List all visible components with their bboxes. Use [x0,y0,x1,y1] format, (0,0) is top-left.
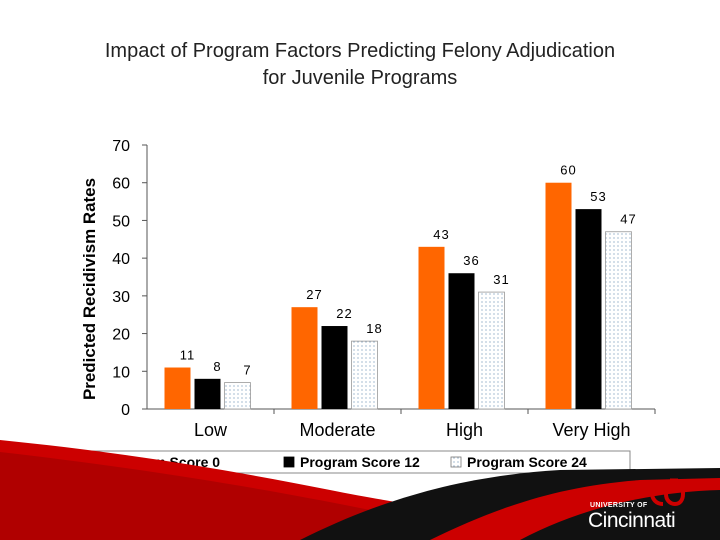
logo-cincinnati: Cincinnati [588,509,676,532]
data-label: 43 [433,227,449,242]
legend-label: Program Score 12 [300,454,420,470]
bar-program-score-12-moderate [321,326,348,409]
data-label: 53 [590,189,606,204]
y-tick-label: 0 [121,402,130,419]
legend-swatch [450,456,462,468]
logo-university-of: UNIVERSITY OF [590,502,648,509]
x-tick-label: Low [194,420,228,440]
data-label: 22 [336,306,352,321]
bar-program-score-12-high [448,273,475,409]
y-tick-label: 70 [112,138,130,155]
y-tick-label: 50 [112,213,130,230]
y-tick-label: 40 [112,251,130,268]
x-tick-label: Very High [552,420,630,440]
bar-program-score-0-moderate [291,307,318,409]
y-tick-label: 10 [112,364,130,381]
data-label: 11 [180,348,196,363]
bar-program-score-24-high [478,291,505,410]
bar-program-score-24-very-high [605,231,632,410]
bar-program-score-0-very-high [545,182,572,409]
x-tick-label: High [446,420,483,440]
y-tick-label: 30 [112,289,130,306]
data-label: 7 [243,363,251,378]
x-tick-label: Moderate [299,420,375,440]
data-label: 60 [560,163,576,178]
legend-swatch [91,456,103,468]
legend-swatch [283,456,295,468]
bar-program-score-0-high [418,246,445,409]
bar-program-score-12-low [194,378,221,409]
slide-title: Impact of Program Factors Predicting Fel… [0,38,720,92]
data-label: 18 [366,321,382,336]
university-logo: UNIVERSITY OF Cincinnati [588,478,704,534]
uc-mark-icon [649,478,685,507]
data-label: 36 [463,253,479,268]
legend-label: Program Score 0 [108,454,220,470]
data-label: 47 [620,212,636,227]
bar-program-score-24-moderate [351,340,378,410]
data-label: 31 [493,272,509,287]
title-line-2: for Juvenile Programs [262,67,458,89]
data-label: 8 [213,359,221,374]
y-axis-label: Predicted Recidivism Rates [80,178,99,400]
bar-program-score-12-very-high [575,209,602,409]
bar-program-score-24-low [224,382,251,410]
title-line-1: Impact of Program Factors Predicting Fel… [104,40,616,62]
data-label: 27 [306,287,322,302]
bar-program-score-0-low [164,367,191,409]
y-tick-label: 20 [112,327,130,344]
legend-label: Program Score 24 [467,454,587,470]
bar-chart: 0 10 20 30 40 50 60 70 Predicted Recidivism Rate… [80,138,656,474]
y-tick-label: 60 [112,176,130,193]
